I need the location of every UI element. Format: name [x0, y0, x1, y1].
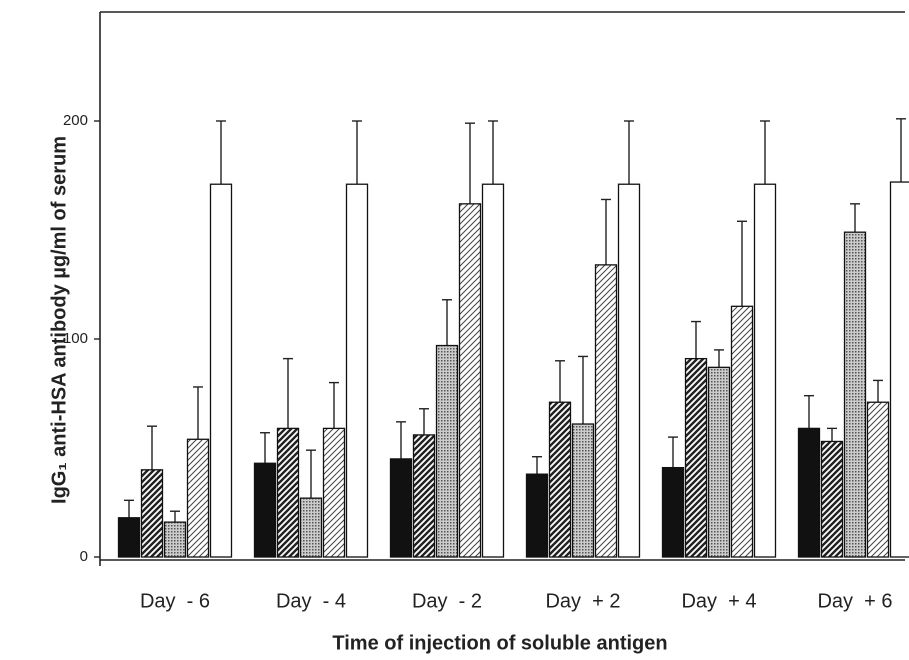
- bar: [186, 438, 210, 558]
- x-tick-label: Day + 4: [681, 590, 756, 612]
- bar: [481, 183, 505, 558]
- y-tick-label: 0: [80, 548, 88, 565]
- bar: [753, 183, 777, 558]
- bar: [322, 427, 346, 558]
- bar: [140, 469, 164, 558]
- bar: [458, 203, 482, 558]
- x-tick-label: Day - 6: [140, 590, 210, 612]
- bar: [209, 183, 233, 558]
- y-tick-label: 200: [63, 112, 88, 129]
- bar: [730, 305, 754, 558]
- bar: [707, 366, 731, 558]
- bar: [276, 427, 300, 558]
- bar: [617, 183, 641, 558]
- x-tick-label: Day + 2: [545, 590, 620, 612]
- bar: [684, 357, 708, 558]
- bar: [345, 183, 369, 558]
- x-axis-title: Time of injection of soluble antigen: [332, 632, 667, 654]
- bar: [571, 423, 595, 558]
- bar: [163, 521, 187, 558]
- bar: [548, 401, 572, 558]
- bar: [253, 462, 277, 558]
- y-tick-label: 100: [63, 330, 88, 347]
- bar: [435, 344, 459, 558]
- bar: [661, 466, 685, 558]
- x-tick-label: Day + 6: [817, 590, 892, 612]
- bar: [594, 264, 618, 558]
- bar: [117, 517, 141, 558]
- x-tick-label: Day - 4: [276, 590, 346, 612]
- x-tick-label: Day - 2: [412, 590, 482, 612]
- bar: [389, 458, 413, 558]
- bar: [412, 434, 436, 558]
- bar: [797, 427, 821, 558]
- bar: [820, 440, 844, 558]
- bar: [843, 231, 867, 558]
- bar: [866, 401, 890, 558]
- bar: [525, 473, 549, 558]
- bar: [889, 181, 909, 558]
- y-axis-title: IgG₁ anti-HSA antibody µg/ml of serum: [48, 136, 70, 504]
- bar: [299, 497, 323, 558]
